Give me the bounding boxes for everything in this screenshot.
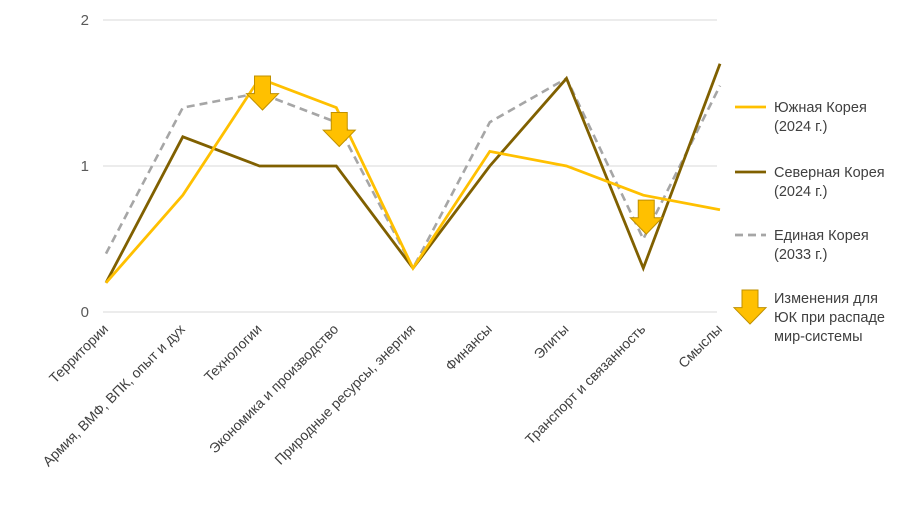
legend-label: (2033 г.) [774, 247, 828, 263]
legend-label: Северная Корея [774, 165, 885, 181]
x-category-label: Армия, ВМФ, ВПК, опыт и дух [39, 321, 188, 470]
x-category-label: Экономика и производство [206, 321, 342, 457]
y-tick-label: 2 [81, 12, 89, 29]
legend-label: (2024 г.) [774, 184, 828, 200]
legend-label: ЮК при распаде [774, 310, 885, 326]
change-arrow-1 [322, 112, 357, 148]
x-category-label: Территории [46, 321, 111, 386]
legend-label: Изменения для [774, 291, 878, 307]
legend-label: мир-системы [774, 329, 863, 345]
change-arrows [245, 75, 664, 235]
series-line-0 [104, 76, 721, 284]
y-tick-label: 0 [81, 304, 89, 321]
legend: Южная Корея (2024 г.) Северная Корея (2024 … [732, 100, 885, 345]
change-arrow-2 [629, 199, 664, 235]
legend-label: Единая Корея [774, 228, 869, 244]
series-lines [104, 63, 722, 284]
y-tick-label: 1 [81, 158, 89, 175]
x-category-label: Смыслы [675, 321, 725, 371]
legend-label: (2024 г.) [774, 119, 828, 135]
x-category-label: Финансы [442, 321, 495, 374]
change-arrow-0 [245, 75, 280, 111]
x-category-label: Технологии [201, 321, 265, 385]
x-category-label: Элиты [531, 321, 572, 362]
y-axis-ticks: 0 1 2 [81, 12, 89, 321]
legend-arrow-swatch [732, 289, 768, 325]
legend-label: Южная Корея [774, 100, 867, 116]
x-category-label: Природные ресурсы, энергия [271, 321, 418, 468]
gridlines [103, 19, 717, 313]
